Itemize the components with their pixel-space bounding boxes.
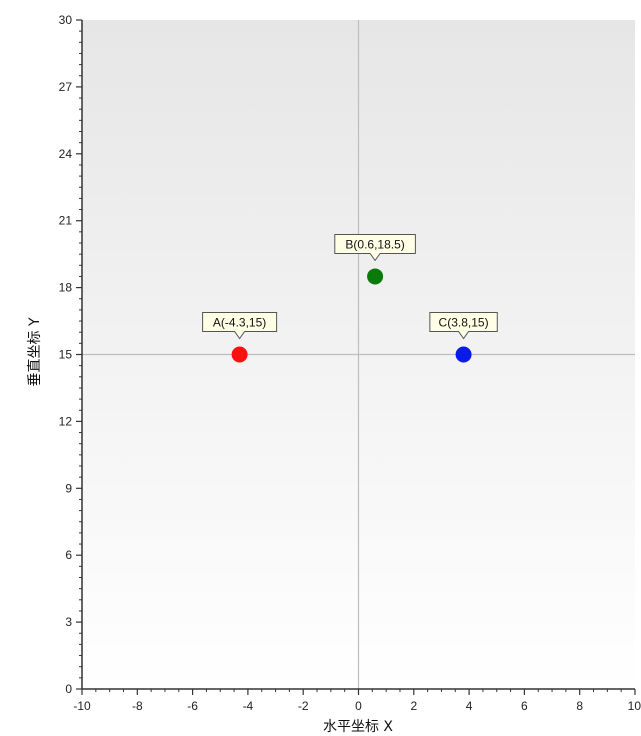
y-tick-label: 30 (59, 13, 73, 27)
data-label-callout (334, 233, 416, 262)
x-axis-title: 水平坐标 X (323, 719, 393, 735)
x-tick-label: 0 (355, 699, 362, 713)
data-point (231, 346, 248, 363)
x-tick-label: -8 (132, 699, 143, 713)
x-tick-label: 4 (466, 699, 473, 713)
y-tick-label: 9 (65, 481, 72, 495)
x-tick-label: -10 (73, 699, 91, 713)
data-point (455, 346, 472, 363)
crosshair (82, 20, 635, 689)
data-label: B(0.6,18.5) (345, 237, 404, 251)
y-tick-label: 15 (59, 348, 73, 362)
data-point (367, 268, 384, 285)
y-axis-title: 垂直坐标 Y (26, 317, 43, 386)
data-label: C(3.8,15) (439, 316, 489, 330)
data-point-group: C(3.8,15) (429, 312, 498, 363)
y-tick-label: 12 (59, 414, 73, 428)
data-point-group: B(0.6,18.5) (334, 233, 416, 285)
data-points: A(-4.3,15) B(0.6,18.5) C(3.8,15) (202, 233, 498, 363)
data-label-callout (202, 312, 278, 340)
y-tick-label: 18 (59, 281, 73, 295)
y-tick-label: 3 (65, 615, 72, 629)
y-tick-label: 6 (65, 548, 72, 562)
x-tick-label: -4 (243, 699, 254, 713)
axes (76, 19, 636, 695)
y-tick-label: 0 (65, 682, 72, 696)
x-tick-label: 8 (576, 699, 583, 713)
data-label-callout (429, 312, 498, 340)
data-label: A(-4.3,15) (213, 316, 266, 330)
y-tick-label: 24 (59, 147, 73, 161)
y-tick-label: 27 (59, 80, 73, 94)
data-point-group: A(-4.3,15) (202, 312, 278, 363)
x-tick-label: 10 (628, 699, 641, 713)
x-tick-label: 6 (521, 699, 528, 713)
x-tick-label: -2 (298, 699, 309, 713)
x-tick-label: -6 (187, 699, 198, 713)
y-tick-label: 21 (59, 214, 73, 228)
x-tick-label: 2 (410, 699, 417, 713)
